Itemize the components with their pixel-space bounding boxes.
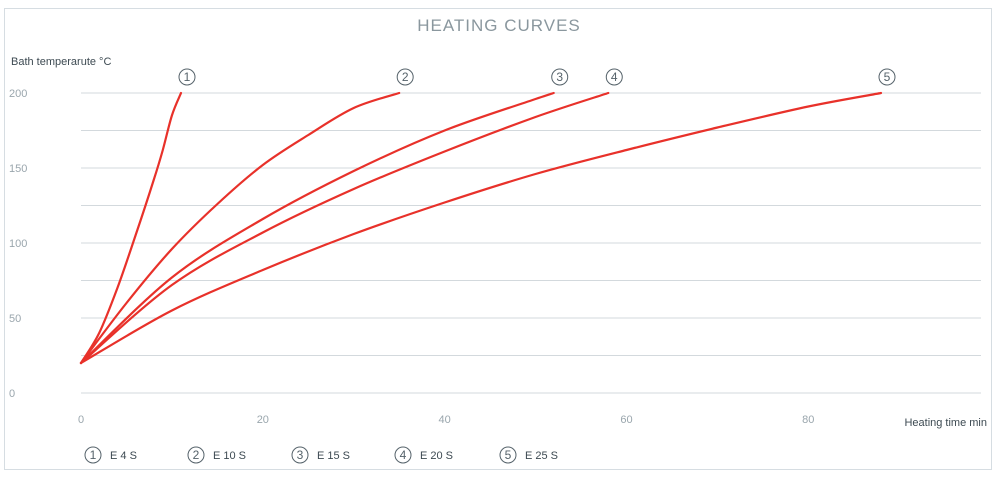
y-tick-label: 150 <box>9 163 27 175</box>
y-tick-label: 200 <box>9 88 27 100</box>
series-end-marker-number: 2 <box>402 70 409 84</box>
series-end-marker-number: 5 <box>884 70 891 84</box>
y-tick-label: 100 <box>9 238 27 250</box>
chart-title: HEATING CURVES <box>417 16 581 35</box>
legend-label: E 10 S <box>213 450 246 462</box>
y-tick-label: 0 <box>9 388 15 400</box>
series-line-2 <box>79 91 401 365</box>
chart-frame: HEATING CURVES Bath temperarute °C Heati… <box>4 8 992 470</box>
legend-label: E 20 S <box>420 450 453 462</box>
legend-marker-circle <box>499 446 517 464</box>
legend-marker-number: 2 <box>193 448 200 462</box>
series-line-3 <box>79 91 555 365</box>
x-tick-label: 60 <box>620 414 632 426</box>
series-end-marker-number: 4 <box>611 70 618 84</box>
gridlines <box>81 92 981 394</box>
heating-curves-chart: HEATING CURVES Bath temperarute °C Heati… <box>9 16 987 464</box>
series-end-marker-circle <box>605 68 623 86</box>
x-tick-label: 20 <box>257 414 269 426</box>
legend-label: E 15 S <box>317 450 350 462</box>
x-tick-labels: 0 20 40 60 80 <box>78 414 814 426</box>
legend-marker-number: 5 <box>505 448 512 462</box>
legend-marker-number: 4 <box>400 448 407 462</box>
legend-marker-circle <box>394 446 412 464</box>
legend-marker-number: 1 <box>90 448 97 462</box>
y-tick-labels: 0 50 100 150 200 <box>9 88 27 400</box>
series-line-5 <box>79 91 883 365</box>
y-tick-label: 50 <box>9 313 21 325</box>
y-axis-label: Bath temperarute °C <box>11 56 111 68</box>
legend-label: E 4 S <box>110 450 137 462</box>
series-line-4 <box>79 91 610 365</box>
legend-marker-circle <box>291 446 309 464</box>
legend-label: E 25 S <box>525 450 558 462</box>
series-end-markers: 1 2 3 4 5 <box>178 68 896 86</box>
x-tick-label: 40 <box>439 414 451 426</box>
series-lines <box>79 91 883 365</box>
x-tick-label: 80 <box>802 414 814 426</box>
series-line-1 <box>79 91 183 365</box>
x-tick-label: 0 <box>78 414 84 426</box>
series-end-marker-circle <box>178 68 196 86</box>
legend: 1 E 4 S 2 E 10 S 3 E 15 S 4 E 20 S 5 E 25 S <box>84 446 558 464</box>
series-end-marker-number: 3 <box>556 70 563 84</box>
series-end-marker-number: 1 <box>184 70 191 84</box>
legend-marker-circle <box>187 446 205 464</box>
series-end-marker-circle <box>551 68 569 86</box>
series-end-marker-circle <box>878 68 896 86</box>
x-axis-label: Heating time min <box>904 417 987 429</box>
legend-marker-circle <box>84 446 102 464</box>
series-end-marker-circle <box>396 68 414 86</box>
legend-marker-number: 3 <box>297 448 304 462</box>
